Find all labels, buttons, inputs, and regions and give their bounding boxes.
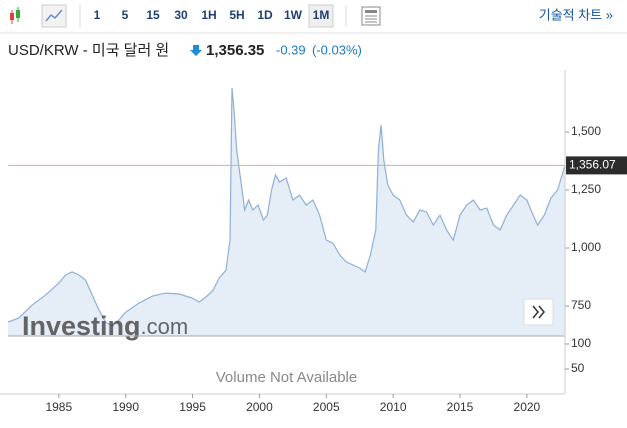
x-tick-label: 2020: [514, 400, 541, 414]
watermark-brand: Investing: [22, 311, 141, 341]
interval-button[interactable]: 1H: [201, 8, 216, 22]
x-tick-label: 1995: [179, 400, 206, 414]
technical-chart-link[interactable]: 기술적 차트 »: [539, 7, 613, 22]
interval-button[interactable]: 30: [174, 8, 188, 22]
interval-button[interactable]: 1: [94, 8, 101, 22]
interval-button[interactable]: 1M: [313, 8, 330, 22]
price-line: [7, 87, 566, 327]
interval-button[interactable]: 5: [122, 8, 129, 22]
scroll-button[interactable]: [523, 298, 554, 326]
last-price-label: 1,356.07: [569, 158, 616, 172]
watermark: Investing.com: [22, 311, 188, 341]
x-tick-label: 2000: [246, 400, 273, 414]
last-price-box: [566, 156, 627, 175]
x-tick-label: 2010: [380, 400, 407, 414]
interval-button[interactable]: 1D: [257, 8, 273, 22]
volume-y-tick-label: 50: [571, 361, 585, 375]
candle-icon[interactable]: [10, 7, 20, 24]
x-tick-label: 2005: [313, 400, 340, 414]
settings-icon[interactable]: [361, 6, 381, 26]
watermark-suffix: .com: [141, 314, 189, 339]
y-tick-label: 1,000: [571, 240, 601, 254]
x-tick-label: 1985: [45, 400, 72, 414]
last-price: 1,356.35: [206, 42, 264, 59]
down-arrow: [190, 45, 202, 56]
plot-area: Investing.com 750 1,000 1,250 1,500 1,356.07 5…: [0, 70, 627, 414]
volume-note: Volume Not Available: [216, 369, 357, 386]
interval-button[interactable]: 5H: [229, 8, 244, 22]
volume-y-tick-label: 100: [571, 336, 591, 350]
interval-button[interactable]: 15: [146, 8, 160, 22]
x-tick-label: 2015: [447, 400, 474, 414]
y-tick-label: 1,250: [571, 182, 601, 196]
y-tick-label: 1,500: [571, 124, 601, 138]
price-change: -0.39: [276, 42, 306, 57]
symbol-name: USD/KRW - 미국 달러 원: [8, 42, 169, 59]
interval-button[interactable]: 1W: [284, 8, 303, 22]
x-tick-label: 1990: [112, 400, 139, 414]
y-tick-label: 750: [571, 298, 591, 312]
line-icon[interactable]: [41, 4, 67, 28]
selected-interval-box: [308, 4, 334, 28]
area-fill: [8, 87, 565, 337]
price-change-percent: (-0.03%): [312, 42, 362, 57]
